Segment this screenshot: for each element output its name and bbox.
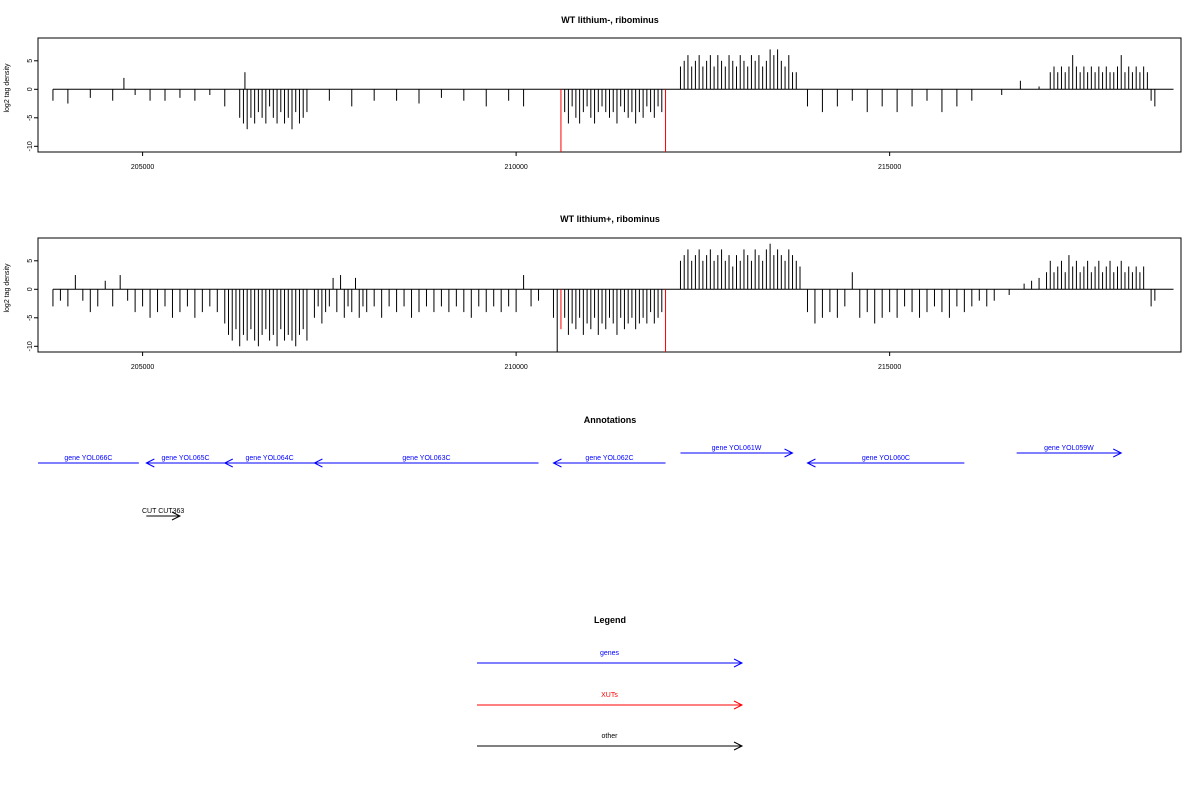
x-tick-label: 210000 xyxy=(504,164,527,171)
bars xyxy=(52,49,1174,152)
panel-lithium-plus: WT lithium+, ribominus log2 tag density … xyxy=(4,214,1182,371)
x-tick-label: 205000 xyxy=(131,164,154,171)
plot-frame xyxy=(37,37,1182,153)
annotations-track: Annotations gene YOL066C gene YOL065C gene… xyxy=(38,415,1123,521)
legend-items: genes XUTs other xyxy=(477,650,744,751)
annotations-title: Annotations xyxy=(584,415,637,425)
gene-annotation-arrowhead xyxy=(806,458,816,468)
plot-frame xyxy=(37,237,1182,353)
legend: Legend genes XUTs other xyxy=(477,615,744,751)
x-tick-label: 210000 xyxy=(504,364,527,371)
axes: 205000 210000 215000 5 0 -5 -10 xyxy=(27,59,901,171)
legend-item-arrowhead xyxy=(733,741,744,751)
y-tick-label: -10 xyxy=(27,341,34,351)
gene-annotation-arrowhead xyxy=(784,448,794,458)
gene-annotation-arrowhead xyxy=(313,458,323,468)
legend-title: Legend xyxy=(594,615,626,625)
gene-annotation-label: gene YOL065C xyxy=(161,455,209,462)
x-tick-label: 215000 xyxy=(878,164,901,171)
gene-annotation-arrowhead xyxy=(552,458,562,468)
gene-annotation-label: gene YOL059W xyxy=(1044,445,1094,452)
annotation-items: gene YOL066C gene YOL065C gene YOL064C gene… xyxy=(38,445,1123,521)
gene-annotation-label: gene YOL062C xyxy=(585,455,633,462)
other-annotation-arrowhead xyxy=(171,511,182,521)
y-axis-label: log2 tag density xyxy=(4,263,11,313)
bars xyxy=(52,243,1174,352)
panel-lithium-minus: WT lithium-, ribominus log2 tag density … xyxy=(4,15,1182,171)
gene-annotation-label: gene YOL061W xyxy=(712,445,762,452)
axes: 205000 210000 215000 5 0 -5 -10 xyxy=(27,259,901,371)
legend-item-label: other xyxy=(602,733,619,740)
y-tick-label: -5 xyxy=(27,115,34,121)
y-tick-label: 5 xyxy=(27,59,34,63)
gene-annotation-arrowhead xyxy=(145,458,155,468)
gene-annotation-arrowhead xyxy=(1113,448,1123,458)
panel-title: WT lithium+, ribominus xyxy=(560,214,660,224)
legend-item-arrowhead xyxy=(733,658,744,668)
gene-annotation-arrowhead xyxy=(223,458,233,468)
gene-annotation-label: gene YOL063C xyxy=(402,455,450,462)
y-tick-label: -10 xyxy=(27,141,34,151)
panel-title: WT lithium-, ribominus xyxy=(561,15,659,25)
legend-item-label: genes xyxy=(600,650,620,657)
legend-item-arrowhead xyxy=(733,700,744,710)
y-axis-label: log2 tag density xyxy=(4,63,11,113)
legend-item-label: XUTs xyxy=(601,692,618,699)
y-tick-label: 5 xyxy=(27,259,34,263)
y-tick-label: 0 xyxy=(27,87,34,91)
y-tick-label: -5 xyxy=(27,315,34,321)
gene-annotation-label: gene YOL066C xyxy=(64,455,112,462)
x-tick-label: 215000 xyxy=(878,364,901,371)
other-annotation-label: CUT CUT363 xyxy=(142,508,184,515)
y-tick-label: 0 xyxy=(27,287,34,291)
x-tick-label: 205000 xyxy=(131,364,154,371)
gene-annotation-label: gene YOL064C xyxy=(246,455,294,462)
gene-annotation-label: gene YOL060C xyxy=(862,455,910,462)
